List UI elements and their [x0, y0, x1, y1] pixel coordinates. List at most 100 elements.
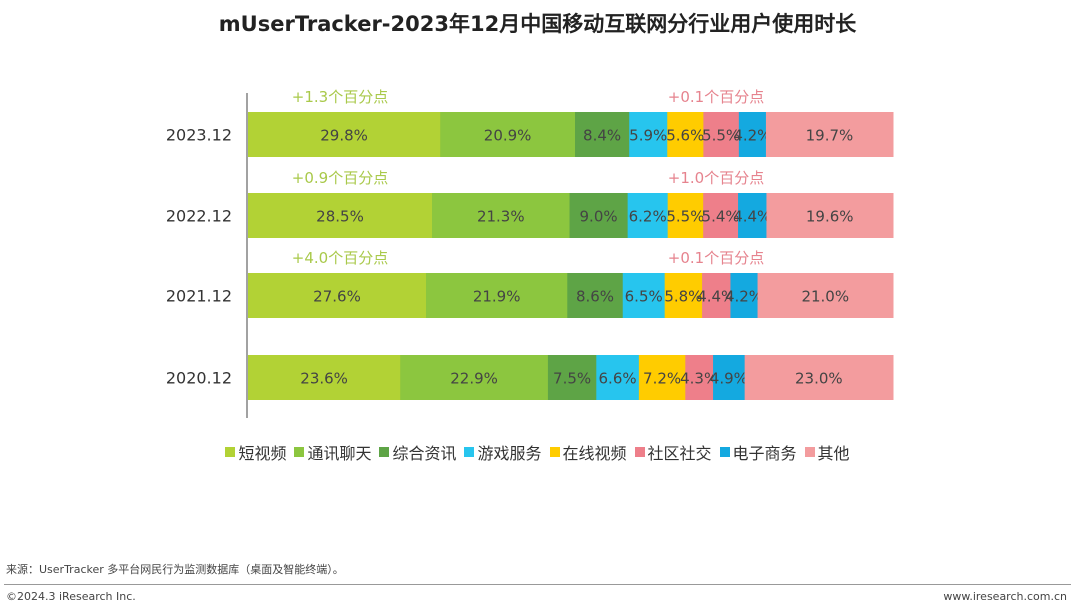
legend-swatch	[549, 447, 560, 457]
bar-segment	[667, 112, 704, 157]
legend-label: 短视频	[238, 444, 287, 463]
bar-segment	[248, 112, 441, 157]
data-label: 8.4%	[583, 127, 621, 145]
data-label: 21.3%	[477, 208, 525, 226]
bar-segment	[702, 273, 731, 318]
data-label: 6.5%	[625, 288, 663, 306]
category-label: 2021.12	[166, 287, 232, 306]
legend-label: 电子商务	[732, 444, 797, 463]
category-label: 2020.12	[166, 369, 232, 388]
bar-segment	[432, 193, 571, 238]
bar-segment	[667, 193, 704, 238]
bar-segment	[547, 355, 597, 400]
data-label: 9.0%	[580, 208, 618, 226]
bar-segment	[703, 112, 740, 157]
legend-item: 社区社交	[634, 440, 712, 464]
bar-segment	[440, 112, 576, 157]
annotation-left: +0.9个百分点	[292, 169, 388, 187]
legend-item: 游戏服务	[464, 440, 542, 464]
data-label: 4.2%	[733, 127, 771, 145]
data-label: 6.2%	[629, 208, 667, 226]
data-label: 7.2%	[643, 370, 681, 388]
data-label: 7.5%	[553, 370, 591, 388]
data-label: 22.9%	[450, 370, 498, 388]
data-label: 5.4%	[702, 208, 740, 226]
legend-swatch	[379, 447, 390, 457]
legend-label: 通讯聊天	[307, 444, 372, 463]
bar-segment	[757, 273, 894, 318]
data-label: 23.0%	[795, 370, 843, 388]
annotation-right: +1.0个百分点	[668, 169, 764, 187]
annotation-left: +1.3个百分点	[292, 88, 388, 106]
bar-segment	[569, 193, 629, 238]
legend-swatch	[634, 447, 645, 457]
legend-label: 在线视频	[562, 444, 627, 463]
data-label: 5.6%	[666, 127, 704, 145]
legend: 短视频 通讯聊天 综合资讯 游戏服务 在线视频 社区社交 电子商务 其他	[0, 440, 1075, 464]
data-label: 28.5%	[316, 208, 364, 226]
data-label: 19.7%	[806, 127, 854, 145]
bar-segment	[744, 355, 894, 400]
data-label: 21.9%	[473, 288, 521, 306]
legend-item: 在线视频	[549, 440, 627, 464]
legend-item: 其他	[804, 440, 850, 464]
category-label: 2023.12	[166, 126, 232, 145]
bar-segment	[596, 355, 640, 400]
annotation-left: +4.0个百分点	[292, 249, 388, 267]
legend-label: 游戏服务	[477, 444, 542, 463]
bar-segment	[622, 273, 666, 318]
bar-segment	[664, 273, 703, 318]
data-label: 5.8%	[664, 288, 702, 306]
data-label: 21.0%	[801, 288, 849, 306]
bar-segment	[685, 355, 714, 400]
bar-segment	[400, 355, 549, 400]
data-label: 5.5%	[666, 208, 704, 226]
bar-segment	[638, 355, 686, 400]
annotation-right: +0.1个百分点	[668, 249, 764, 267]
bar-segment	[575, 112, 630, 157]
data-label: 8.6%	[576, 288, 614, 306]
bar-segment	[629, 112, 668, 157]
legend-swatch	[225, 447, 236, 457]
data-label: 4.4%	[733, 208, 771, 226]
bar-segment	[703, 193, 739, 238]
bar-segment	[248, 273, 427, 318]
data-label: 20.9%	[484, 127, 532, 145]
legend-swatch	[804, 447, 815, 457]
chart-title: mUserTracker-2023年12月中国移动互联网分行业用户使用时长	[218, 12, 857, 36]
bar-segment	[730, 273, 759, 318]
bar-segment	[248, 193, 433, 238]
bar-segment	[426, 273, 568, 318]
copyright: ©2024.3 iResearch Inc.	[6, 590, 136, 603]
annotation-right: +0.1个百分点	[668, 88, 764, 106]
legend-swatch	[719, 447, 730, 457]
legend-swatch	[294, 447, 305, 457]
data-label: 4.9%	[710, 370, 748, 388]
footer-divider	[4, 584, 1071, 585]
legend-item: 电子商务	[719, 440, 797, 464]
bar-segment	[627, 193, 669, 238]
data-label: 19.6%	[806, 208, 854, 226]
legend-label: 社区社交	[647, 444, 712, 463]
bar-segment	[248, 355, 401, 400]
bar-segment	[738, 193, 767, 238]
data-label: 5.9%	[629, 127, 667, 145]
data-label: 4.3%	[680, 370, 718, 388]
data-label: 29.8%	[320, 127, 368, 145]
data-label: 23.6%	[300, 370, 348, 388]
website: www.iresearch.com.cn	[943, 590, 1067, 603]
bar-segment	[713, 355, 746, 400]
data-label: 27.6%	[313, 288, 361, 306]
legend-item: 综合资讯	[379, 440, 456, 464]
data-label: 5.5%	[702, 127, 740, 145]
data-label: 4.4%	[697, 288, 735, 306]
bar-segment	[765, 112, 894, 157]
category-label: 2022.12	[166, 207, 232, 226]
bar-segment	[738, 112, 767, 157]
bar-segment	[567, 273, 624, 318]
bar-segment	[766, 193, 894, 238]
source-note: 来源：UserTracker 多平台网民行为监测数据库（桌面及智能终端）。	[6, 563, 344, 576]
legend-item: 通讯聊天	[294, 440, 371, 464]
